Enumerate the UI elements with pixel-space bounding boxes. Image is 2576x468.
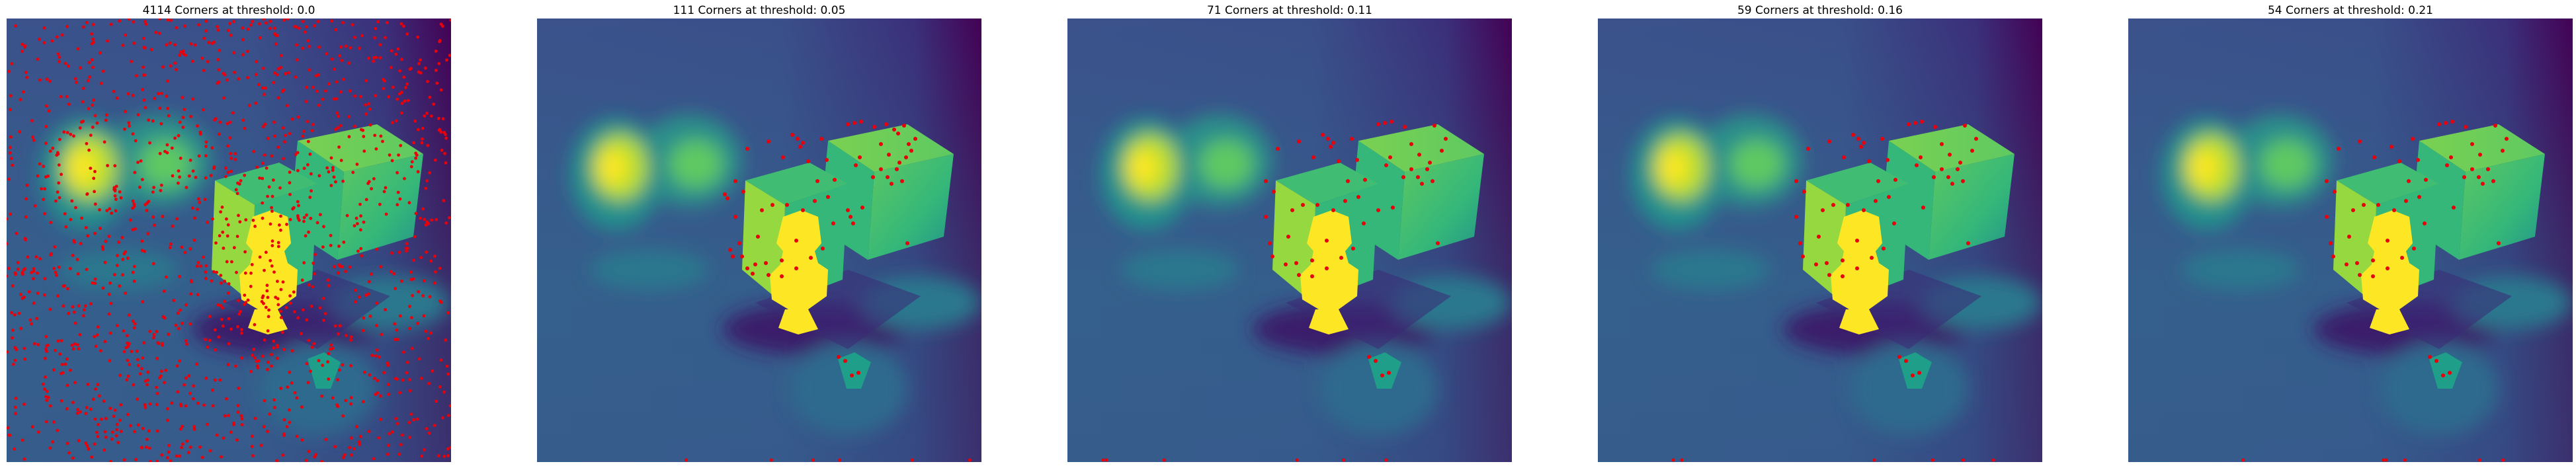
panel-title: 54 Corners at threshold: 0.21 (2267, 4, 2433, 17)
panel-title: 4114 Corners at threshold: 0.0 (142, 4, 315, 17)
panel-threshold-0-16: 59 Corners at threshold: 0.16 (1598, 0, 2042, 468)
panel-title: 111 Corners at threshold: 0.05 (673, 4, 846, 17)
panel-title: 59 Corners at threshold: 0.16 (1737, 4, 1903, 17)
depth-image (2128, 19, 2573, 462)
depth-image (1067, 19, 1512, 462)
panel-threshold-0: 4114 Corners at threshold: 0.0 (7, 0, 451, 468)
depth-image (7, 19, 451, 462)
panel-threshold-0-05: 111 Corners at threshold: 0.05 (537, 0, 981, 468)
depth-image (537, 19, 981, 462)
panel-threshold-0-11: 71 Corners at threshold: 0.11 (1067, 0, 1512, 468)
panel-threshold-0-21: 54 Corners at threshold: 0.21 (2128, 0, 2573, 468)
depth-image (1598, 19, 2042, 462)
panel-title: 71 Corners at threshold: 0.11 (1206, 4, 1372, 17)
